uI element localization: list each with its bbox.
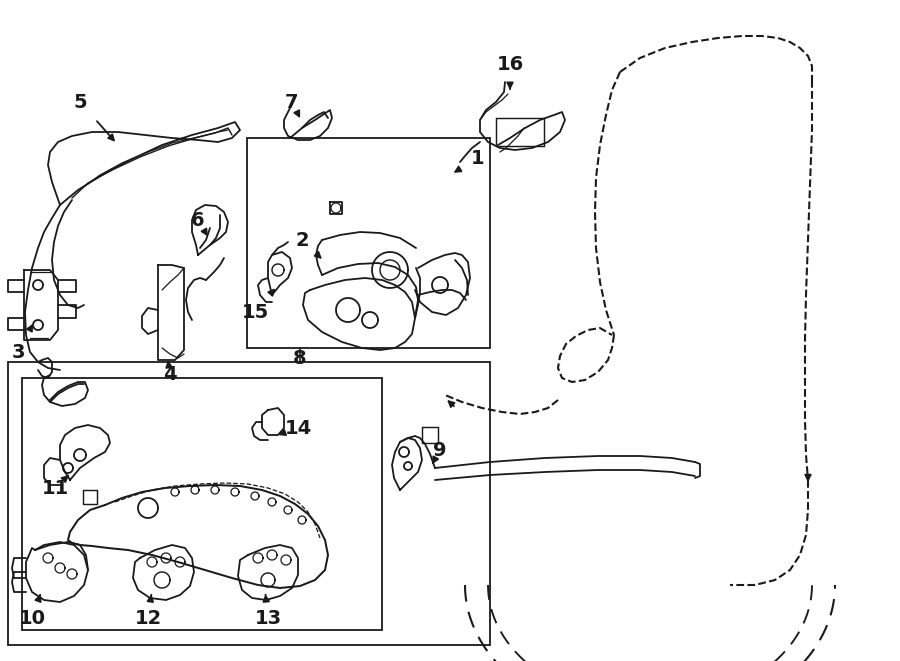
Text: 5: 5: [73, 93, 114, 140]
Text: 11: 11: [41, 475, 68, 498]
Text: 12: 12: [134, 595, 162, 627]
Bar: [22, 378, 382, 630]
Bar: [496, 118, 544, 146]
Text: 3: 3: [11, 325, 32, 362]
Text: 4: 4: [163, 362, 176, 385]
Text: 16: 16: [497, 56, 524, 89]
Text: 2: 2: [295, 231, 320, 258]
Text: 10: 10: [19, 595, 46, 627]
Text: 14: 14: [280, 418, 311, 438]
Text: 7: 7: [285, 93, 299, 116]
Text: 1: 1: [455, 149, 485, 172]
Text: 8: 8: [293, 348, 307, 368]
Text: 13: 13: [255, 595, 282, 627]
Text: 9: 9: [433, 440, 446, 463]
Text: 6: 6: [191, 210, 207, 235]
Bar: [8, 362, 490, 645]
Text: 15: 15: [241, 290, 274, 321]
Bar: [247, 138, 490, 348]
